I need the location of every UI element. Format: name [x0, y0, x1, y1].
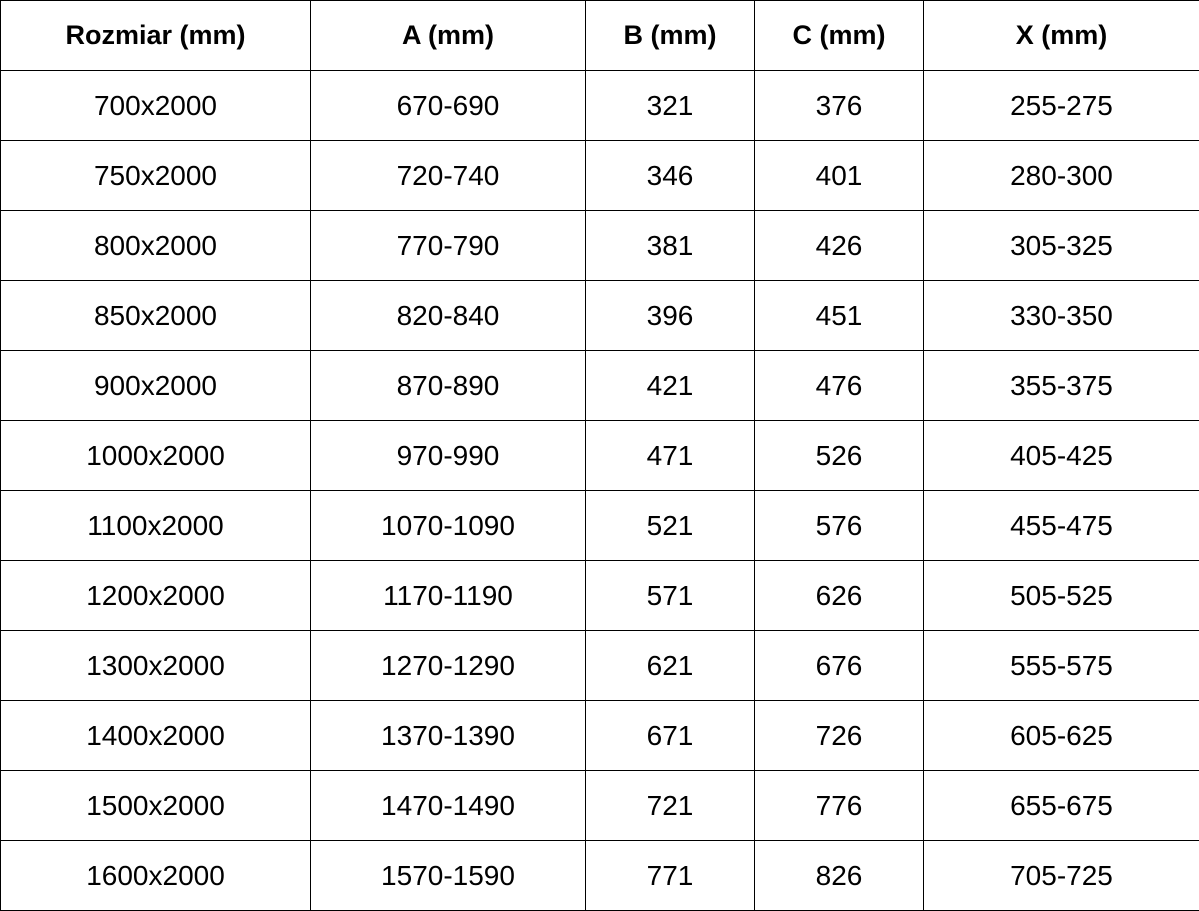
table-row: 1500x2000 1470-1490 721 776 655-675: [0, 770, 1199, 841]
column-header-c: C (mm): [754, 0, 924, 71]
table-row: 850x2000 820-840 396 451 330-350: [0, 280, 1199, 351]
cell-size: 850x2000: [0, 280, 311, 351]
cell-size: 1200x2000: [0, 560, 311, 631]
table-row: 900x2000 870-890 421 476 355-375: [0, 350, 1199, 421]
cell-x: 255-275: [923, 70, 1199, 141]
table-row: 800x2000 770-790 381 426 305-325: [0, 210, 1199, 281]
cell-c: 726: [754, 700, 924, 771]
cell-b: 346: [585, 140, 755, 211]
cell-size: 1400x2000: [0, 700, 311, 771]
cell-b: 571: [585, 560, 755, 631]
cell-x: 330-350: [923, 280, 1199, 351]
cell-a: 1170-1190: [310, 560, 586, 631]
table-row: 1000x2000 970-990 471 526 405-425: [0, 420, 1199, 491]
table-row: 750x2000 720-740 346 401 280-300: [0, 140, 1199, 211]
cell-a: 1070-1090: [310, 490, 586, 561]
cell-size: 1300x2000: [0, 630, 311, 701]
cell-c: 451: [754, 280, 924, 351]
cell-a: 1370-1390: [310, 700, 586, 771]
cell-b: 421: [585, 350, 755, 421]
cell-c: 776: [754, 770, 924, 841]
cell-x: 305-325: [923, 210, 1199, 281]
cell-a: 970-990: [310, 420, 586, 491]
cell-x: 605-625: [923, 700, 1199, 771]
cell-a: 770-790: [310, 210, 586, 281]
cell-b: 381: [585, 210, 755, 281]
cell-a: 870-890: [310, 350, 586, 421]
table-row: 1300x2000 1270-1290 621 676 555-575: [0, 630, 1199, 701]
cell-size: 1000x2000: [0, 420, 311, 491]
cell-c: 826: [754, 840, 924, 911]
cell-a: 1270-1290: [310, 630, 586, 701]
cell-b: 721: [585, 770, 755, 841]
cell-c: 426: [754, 210, 924, 281]
cell-x: 280-300: [923, 140, 1199, 211]
table-row: 1200x2000 1170-1190 571 626 505-525: [0, 560, 1199, 631]
cell-a: 1470-1490: [310, 770, 586, 841]
cell-a: 720-740: [310, 140, 586, 211]
cell-b: 321: [585, 70, 755, 141]
column-header-x: X (mm): [923, 0, 1199, 71]
cell-c: 401: [754, 140, 924, 211]
cell-a: 670-690: [310, 70, 586, 141]
cell-size: 700x2000: [0, 70, 311, 141]
column-header-b: B (mm): [585, 0, 755, 71]
cell-c: 526: [754, 420, 924, 491]
cell-size: 900x2000: [0, 350, 311, 421]
cell-a: 1570-1590: [310, 840, 586, 911]
cell-b: 771: [585, 840, 755, 911]
table-row: 700x2000 670-690 321 376 255-275: [0, 70, 1199, 141]
cell-c: 576: [754, 490, 924, 561]
column-header-a: A (mm): [310, 0, 586, 71]
cell-x: 555-575: [923, 630, 1199, 701]
cell-x: 655-675: [923, 770, 1199, 841]
cell-x: 455-475: [923, 490, 1199, 561]
cell-b: 671: [585, 700, 755, 771]
table-row: 1600x2000 1570-1590 771 826 705-725: [0, 840, 1199, 911]
column-header-size: Rozmiar (mm): [0, 0, 311, 71]
cell-size: 750x2000: [0, 140, 311, 211]
cell-c: 626: [754, 560, 924, 631]
cell-x: 505-525: [923, 560, 1199, 631]
cell-size: 1600x2000: [0, 840, 311, 911]
cell-size: 800x2000: [0, 210, 311, 281]
cell-c: 476: [754, 350, 924, 421]
cell-x: 705-725: [923, 840, 1199, 911]
cell-b: 396: [585, 280, 755, 351]
cell-x: 405-425: [923, 420, 1199, 491]
cell-b: 521: [585, 490, 755, 561]
table-row: 1100x2000 1070-1090 521 576 455-475: [0, 490, 1199, 561]
cell-size: 1100x2000: [0, 490, 311, 561]
cell-x: 355-375: [923, 350, 1199, 421]
table-row: 1400x2000 1370-1390 671 726 605-625: [0, 700, 1199, 771]
cell-b: 621: [585, 630, 755, 701]
cell-c: 676: [754, 630, 924, 701]
header-row: Rozmiar (mm) A (mm) B (mm) C (mm) X (mm): [0, 0, 1199, 71]
cell-a: 820-840: [310, 280, 586, 351]
cell-b: 471: [585, 420, 755, 491]
cell-size: 1500x2000: [0, 770, 311, 841]
cell-c: 376: [754, 70, 924, 141]
